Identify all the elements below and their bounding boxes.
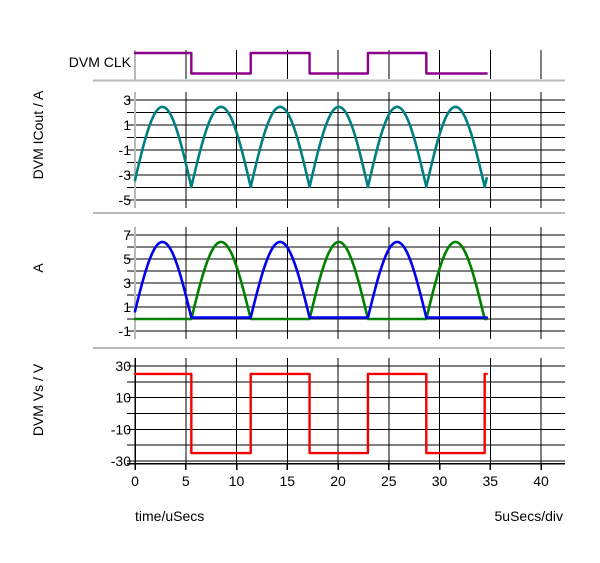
y-tick-label: 30 [115,358,131,374]
y-tick-label: 3 [123,92,131,108]
y-tick-label: -10 [111,421,131,437]
trace-dvm-clk[interactable] [133,51,488,75]
y-tick-label: -30 [111,453,131,469]
y-tick-label: -5 [119,192,132,208]
x-tick-label: 10 [229,473,245,489]
y-tick-label: -1 [119,323,132,339]
x-tick-label: 0 [131,473,139,489]
y-tick-label: 1 [123,117,131,133]
x-tick-label: 35 [482,473,498,489]
y-tick-label: -3 [119,167,132,183]
x-tick-label: 15 [279,473,295,489]
x-tick-label: 30 [432,473,448,489]
panel-clk-area[interactable] [135,50,565,81]
y-axis-label-vs: DVM Vs / V [30,363,46,437]
trace-amps-rectifier-current-2[interactable] [133,240,488,319]
y-axis-label-amps: A [30,263,46,273]
x-tick-label: 40 [533,473,549,489]
trace-vs-dvm-vs[interactable] [133,372,488,455]
x-tick-label: 20 [330,473,346,489]
trace-amps-rectifier-current-1[interactable] [133,240,488,321]
x-axis-label: time/uSecs [135,508,205,524]
trace-label-dvm-clk: DVM CLK [68,54,131,70]
x-tick-label: 5 [182,473,190,489]
x-tick-label: 25 [381,473,397,489]
trace-icout-dvm-icout[interactable] [133,105,488,189]
y-tick-label: 10 [115,390,131,406]
y-tick-label: 5 [123,251,131,267]
y-tick-label: 3 [123,275,131,291]
y-tick-label: 7 [123,227,131,243]
y-axis-label-icout: DVM ICout / A [30,90,46,180]
y-tick-label: 1 [123,299,131,315]
y-tick-label: -1 [119,142,132,158]
x-axis-per-div-label: 5uSecs/div [494,508,563,524]
